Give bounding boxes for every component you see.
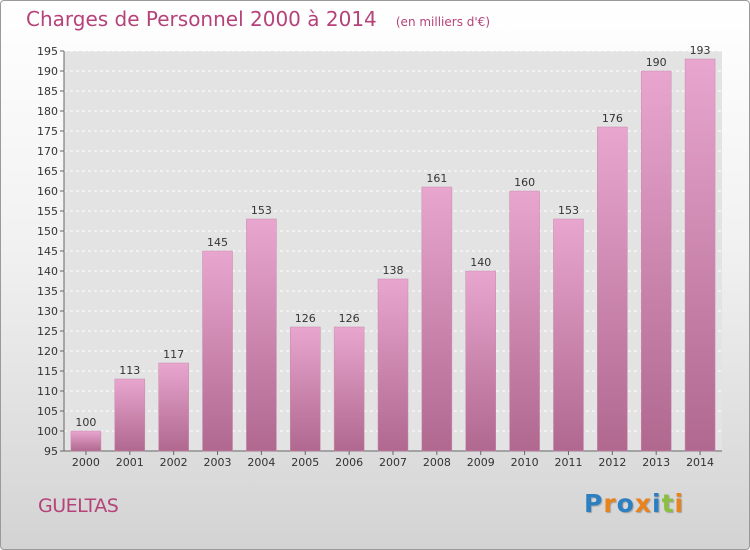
data-label: 145 (207, 236, 228, 249)
data-label: 190 (646, 56, 667, 69)
logo-letter: P (584, 489, 604, 518)
x-tick-label: 2003 (204, 456, 232, 469)
x-tick-label: 2014 (686, 456, 714, 469)
bar (158, 362, 189, 452)
y-tick-label: 160 (37, 185, 58, 198)
data-label: 153 (558, 204, 579, 217)
x-tick-label: 2002 (160, 456, 188, 469)
bar (465, 270, 496, 452)
bar (70, 430, 102, 452)
bar (202, 250, 233, 452)
logo-letter: i (674, 489, 685, 518)
bar (333, 326, 365, 452)
logo-letter: x (634, 489, 652, 518)
x-tick-label: 2010 (511, 456, 539, 469)
chart-title-unit: (en milliers d'€) (395, 15, 490, 29)
y-tick-label: 180 (37, 105, 58, 118)
data-label: 113 (119, 364, 140, 377)
x-tick-label: 2001 (116, 456, 144, 469)
x-tick-label: 2009 (467, 456, 495, 469)
data-label: 100 (75, 416, 96, 429)
x-tick-label: 2011 (554, 456, 582, 469)
y-tick-label: 150 (37, 225, 58, 238)
bar (377, 278, 409, 452)
chart-title-main: Charges de Personnel 2000 à 2014 (26, 7, 377, 31)
y-tick-label: 120 (37, 345, 58, 358)
data-label: 126 (295, 312, 316, 325)
proxiti-logo: Proxiti (584, 489, 684, 518)
data-label: 126 (339, 312, 360, 325)
x-tick-label: 2000 (72, 456, 100, 469)
bar (246, 218, 277, 452)
data-label: 193 (690, 44, 711, 57)
bar (509, 190, 540, 452)
data-label: 176 (602, 112, 623, 125)
x-tick-label: 2004 (247, 456, 275, 469)
data-label: 117 (163, 348, 184, 361)
data-label: 138 (383, 264, 404, 277)
bar (684, 58, 716, 452)
y-tick-label: 185 (37, 85, 58, 98)
bar (597, 126, 628, 452)
data-label: 140 (470, 256, 491, 269)
y-tick-label: 145 (37, 245, 58, 258)
x-tick-label: 2005 (291, 456, 319, 469)
logo-letter: i (652, 489, 662, 518)
bar (421, 186, 453, 452)
y-tick-label: 195 (37, 45, 58, 58)
bar (290, 326, 321, 452)
data-label: 153 (251, 204, 272, 217)
y-tick-label: 110 (37, 385, 58, 398)
x-tick-label: 2013 (642, 456, 670, 469)
x-tick-label: 2007 (379, 456, 407, 469)
x-tick-label: 2006 (335, 456, 363, 469)
y-tick-label: 140 (37, 265, 58, 278)
y-tick-label: 105 (37, 405, 58, 418)
data-label: 161 (426, 172, 447, 185)
y-tick-label: 130 (37, 305, 58, 318)
y-tick-label: 170 (37, 145, 58, 158)
y-tick-label: 95 (44, 445, 58, 458)
y-tick-label: 190 (37, 65, 58, 78)
y-tick-label: 125 (37, 325, 58, 338)
logo-letter: r (603, 489, 617, 518)
y-tick-label: 165 (37, 165, 58, 178)
y-tick-label: 175 (37, 125, 58, 138)
x-tick-label: 2008 (423, 456, 451, 469)
bar (114, 378, 146, 452)
x-tick-label: 2012 (598, 456, 626, 469)
data-label: 160 (514, 176, 535, 189)
y-tick-label: 155 (37, 205, 58, 218)
chart-title: Charges de Personnel 2000 à 2014 (en mil… (26, 7, 490, 31)
bar (640, 70, 672, 452)
y-tick-label: 135 (37, 285, 58, 298)
y-tick-label: 100 (37, 425, 58, 438)
logo-letter: o (616, 489, 635, 518)
logo-letter: t (661, 489, 675, 518)
commune-name: GUELTAS (38, 495, 119, 517)
bar (553, 218, 584, 452)
y-tick-label: 115 (37, 365, 58, 378)
